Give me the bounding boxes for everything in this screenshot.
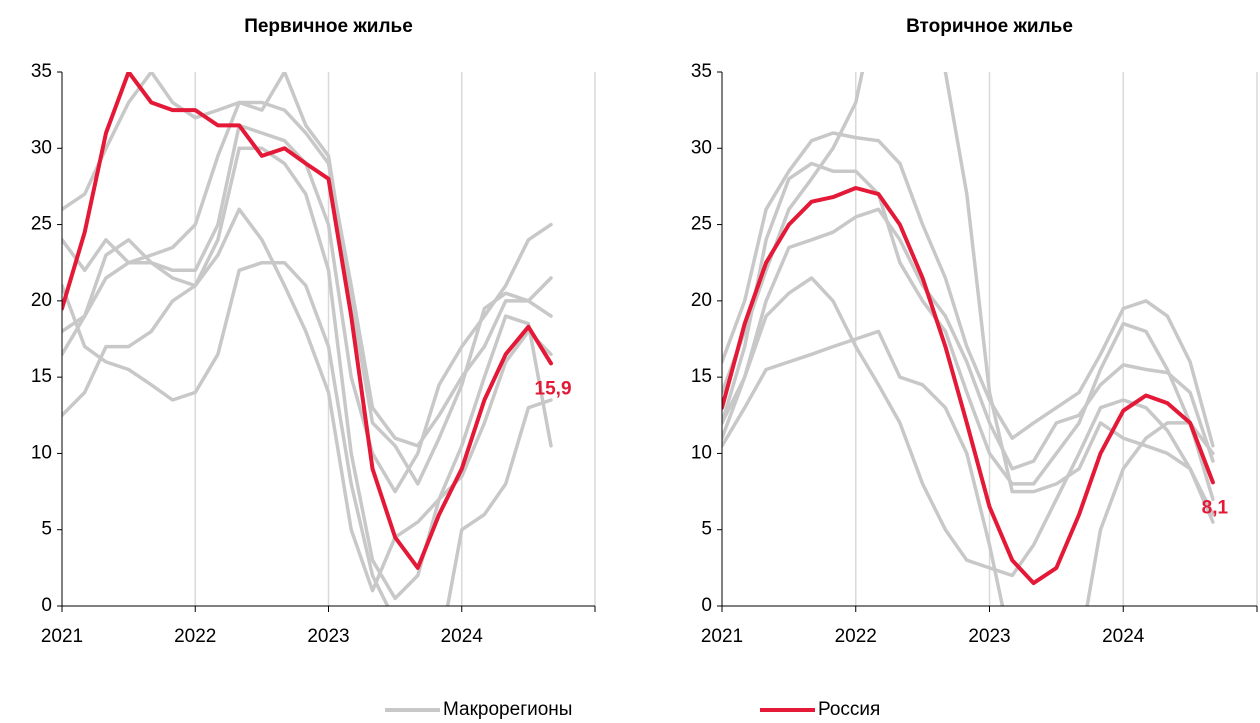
end-label: 8,1 (1202, 497, 1229, 518)
region-line (62, 72, 553, 448)
y-tick-label: 10 (31, 442, 52, 463)
x-tick-label: 2022 (835, 626, 877, 647)
region-line (62, 207, 553, 593)
x-tick-label: 2024 (1102, 626, 1145, 647)
y-tick-label: 20 (31, 290, 52, 311)
region-line (722, 161, 1215, 486)
x-tick-label: 2022 (174, 626, 216, 647)
x-tick-label: 2021 (41, 626, 83, 647)
legend-label: Макрорегионы (443, 699, 572, 720)
y-tick-label: 25 (691, 214, 712, 235)
legend-label: Россия (818, 699, 880, 720)
region-line (722, 207, 1215, 471)
x-tick-label: 2024 (441, 626, 484, 647)
y-tick-label: 0 (701, 595, 712, 616)
region-line (62, 260, 553, 606)
region-line (722, 329, 1215, 606)
plot (62, 72, 553, 606)
y-tick-label: 35 (691, 61, 712, 82)
region-line (62, 146, 553, 601)
region-line (722, 276, 1215, 578)
region-line (62, 72, 553, 486)
x-tick-label: 2021 (701, 626, 743, 647)
chart-title: Вторичное жилье (906, 16, 1073, 37)
y-tick-label: 30 (31, 137, 52, 158)
main-line (722, 186, 1215, 586)
end-label: 15,9 (535, 378, 572, 399)
plot (722, 72, 1215, 606)
region-line (722, 72, 1215, 517)
x-tick-label: 2023 (307, 626, 349, 647)
region-line (722, 131, 1215, 448)
main-line (62, 72, 553, 570)
x-tick-label: 2023 (968, 626, 1010, 647)
y-tick-label: 0 (41, 595, 52, 616)
y-tick-label: 25 (31, 214, 52, 235)
y-tick-label: 15 (691, 366, 712, 387)
y-tick-label: 20 (691, 290, 712, 311)
y-tick-label: 35 (31, 61, 52, 82)
y-tick-label: 15 (31, 366, 52, 387)
chart-title: Первичное жилье (244, 16, 413, 37)
y-tick-label: 5 (701, 519, 712, 540)
y-tick-label: 5 (41, 519, 52, 540)
y-tick-label: 10 (691, 442, 712, 463)
y-tick-label: 30 (691, 137, 712, 158)
